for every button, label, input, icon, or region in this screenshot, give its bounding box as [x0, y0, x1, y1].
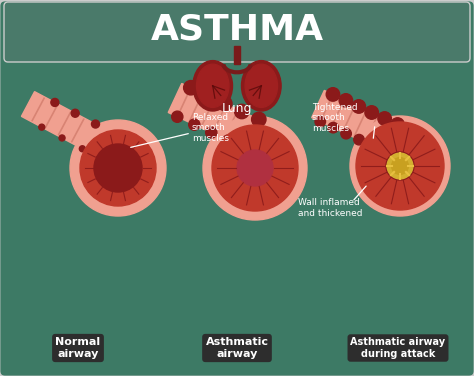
Text: Tightened
smooth
muscles: Tightened smooth muscles: [312, 103, 357, 133]
Circle shape: [367, 141, 377, 151]
Circle shape: [235, 104, 249, 119]
Text: Asthmatic airway
during attack: Asthmatic airway during attack: [350, 337, 446, 359]
Ellipse shape: [197, 64, 229, 108]
FancyBboxPatch shape: [4, 2, 470, 62]
Ellipse shape: [245, 64, 277, 108]
Circle shape: [237, 150, 273, 186]
Ellipse shape: [193, 61, 233, 111]
Circle shape: [380, 147, 390, 157]
Polygon shape: [168, 83, 273, 155]
Polygon shape: [312, 90, 410, 158]
Circle shape: [80, 130, 156, 206]
Circle shape: [328, 122, 338, 133]
Text: Lung: Lung: [222, 102, 252, 115]
Circle shape: [354, 135, 364, 145]
Circle shape: [326, 88, 340, 101]
Circle shape: [203, 116, 307, 220]
Circle shape: [315, 116, 326, 127]
Circle shape: [100, 156, 106, 162]
Circle shape: [378, 112, 392, 125]
Circle shape: [206, 127, 217, 138]
Circle shape: [223, 135, 234, 146]
Circle shape: [172, 111, 183, 122]
Circle shape: [79, 146, 85, 152]
Circle shape: [71, 109, 79, 117]
Circle shape: [341, 129, 351, 139]
Polygon shape: [234, 46, 240, 64]
Circle shape: [356, 122, 444, 210]
Circle shape: [112, 131, 120, 139]
Circle shape: [352, 100, 365, 113]
Circle shape: [386, 152, 414, 180]
Text: ASTHMA: ASTHMA: [150, 13, 324, 47]
Circle shape: [59, 135, 65, 141]
Circle shape: [212, 125, 298, 211]
Circle shape: [240, 143, 251, 154]
Circle shape: [392, 158, 409, 174]
Text: Normal
airway: Normal airway: [55, 337, 100, 359]
Polygon shape: [21, 92, 136, 170]
Circle shape: [94, 144, 142, 192]
Circle shape: [350, 116, 450, 216]
Circle shape: [201, 88, 215, 103]
Text: Relaxed
smooth
muscles: Relaxed smooth muscles: [192, 113, 229, 143]
Circle shape: [51, 99, 59, 106]
Circle shape: [39, 124, 45, 130]
Circle shape: [365, 106, 378, 119]
Circle shape: [252, 112, 266, 127]
Circle shape: [218, 96, 232, 111]
Circle shape: [387, 153, 413, 179]
Circle shape: [91, 120, 100, 128]
Ellipse shape: [241, 61, 281, 111]
Text: Asthmatic
airway: Asthmatic airway: [206, 337, 268, 359]
Circle shape: [189, 119, 200, 130]
Circle shape: [391, 118, 404, 131]
Circle shape: [70, 120, 166, 216]
Circle shape: [339, 94, 353, 107]
Circle shape: [183, 80, 198, 95]
Text: Wall inflamed
and thickened: Wall inflamed and thickened: [298, 198, 363, 218]
